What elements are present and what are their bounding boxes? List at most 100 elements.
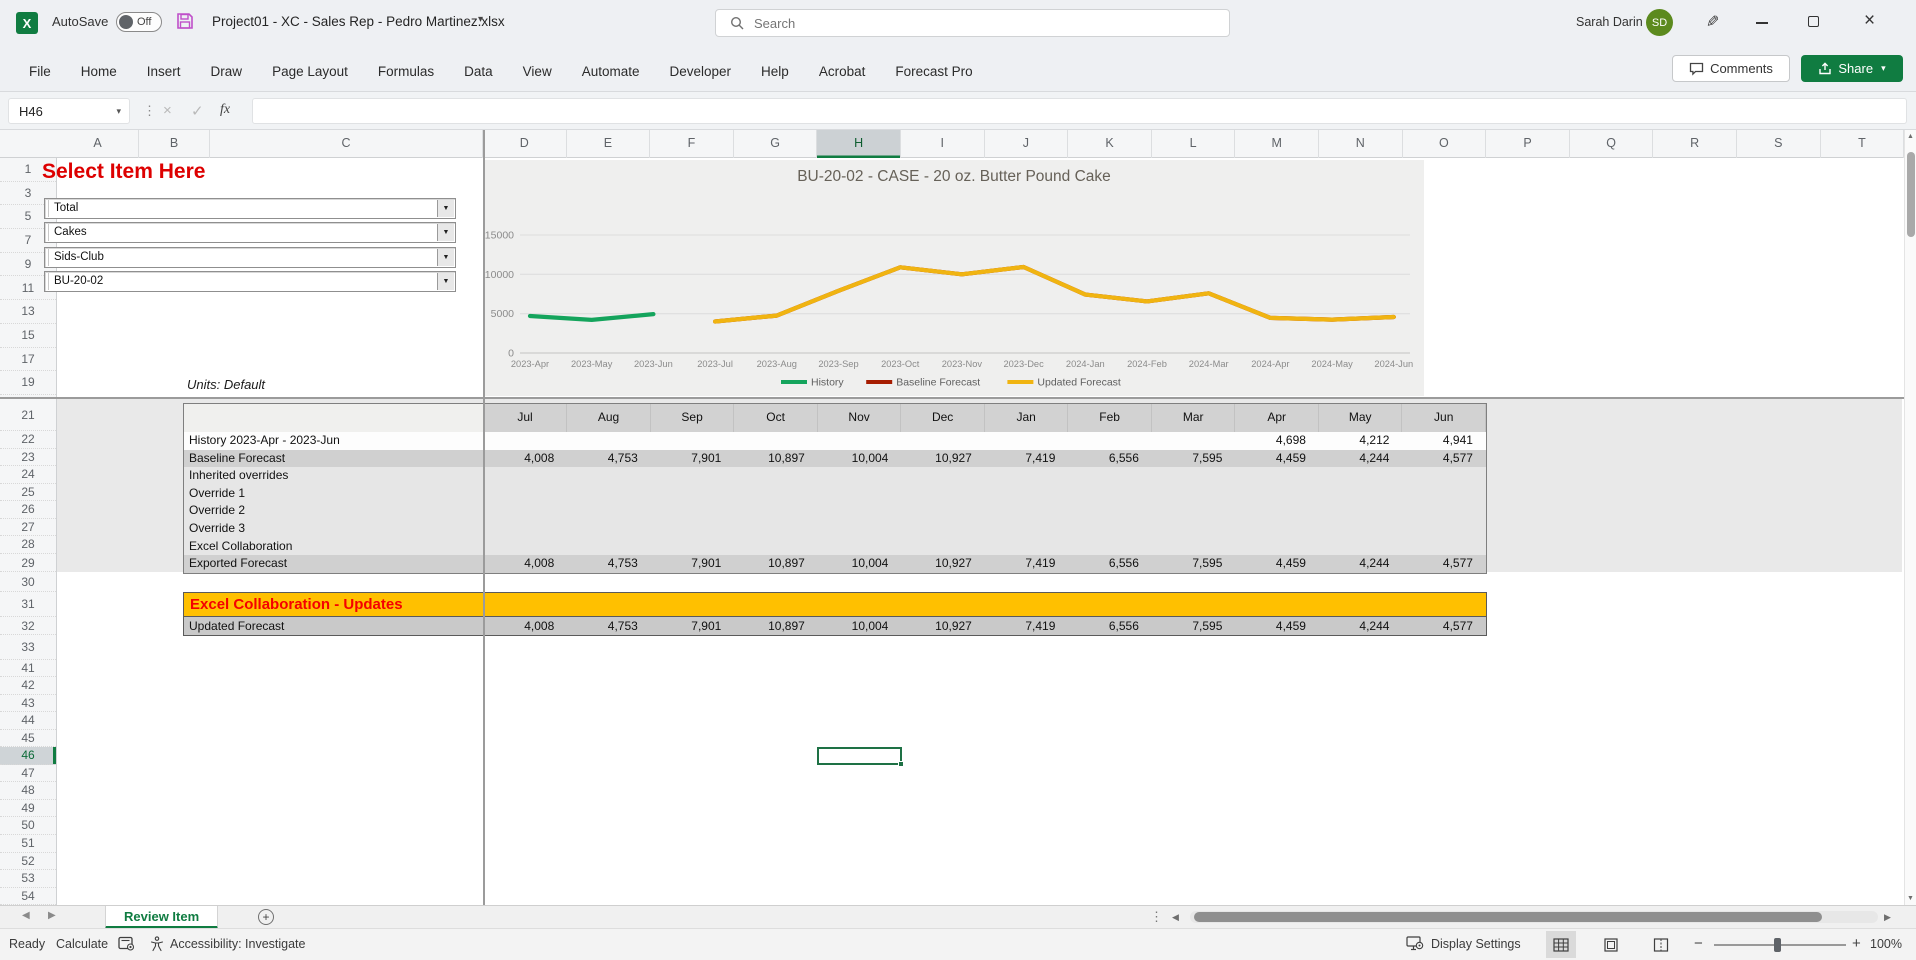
- formula-input[interactable]: [252, 98, 1907, 124]
- month-header-dec[interactable]: Dec: [901, 404, 985, 432]
- row-header-5[interactable]: 5: [0, 205, 56, 230]
- month-header-feb[interactable]: Feb: [1068, 404, 1152, 432]
- ribbon-tab-draw[interactable]: Draw: [210, 64, 243, 79]
- value-cell[interactable]: [1402, 538, 1486, 556]
- ribbon-tab-forecast-pro[interactable]: Forecast Pro: [895, 64, 973, 79]
- column-header-K[interactable]: K: [1068, 130, 1152, 158]
- updated-value-cell[interactable]: 7,419: [1025, 619, 1056, 633]
- column-header-N[interactable]: N: [1319, 130, 1403, 158]
- value-cell[interactable]: 7,901: [691, 450, 722, 465]
- zoom-slider-handle[interactable]: [1774, 938, 1781, 952]
- row-header-46[interactable]: 46: [0, 747, 56, 765]
- value-cell[interactable]: [567, 467, 651, 485]
- calculate-label[interactable]: Calculate: [56, 937, 109, 951]
- value-cell[interactable]: 10,897: [768, 450, 805, 465]
- row-header-3[interactable]: 3: [0, 182, 56, 206]
- month-header-may[interactable]: May: [1318, 404, 1403, 432]
- row-header-23[interactable]: 23: [0, 449, 56, 466]
- ribbon-tab-view[interactable]: View: [522, 64, 552, 79]
- value-cell[interactable]: [1402, 467, 1486, 485]
- updated-value-cell[interactable]: 7,901: [691, 619, 722, 633]
- value-cell[interactable]: 4,577: [1442, 450, 1473, 465]
- value-cell[interactable]: [985, 520, 1069, 538]
- page-layout-view-button[interactable]: [1596, 931, 1626, 958]
- ribbon-tab-acrobat[interactable]: Acrobat: [818, 64, 866, 79]
- value-cell[interactable]: 7,901: [691, 556, 722, 571]
- row-header-41[interactable]: 41: [0, 660, 56, 678]
- accessibility-icon[interactable]: [150, 936, 164, 955]
- updated-value-cell[interactable]: 4,008: [524, 619, 555, 633]
- value-cell[interactable]: [484, 502, 568, 520]
- column-header-Q[interactable]: Q: [1570, 130, 1654, 158]
- row-header-27[interactable]: 27: [0, 519, 56, 536]
- tabbar-dots-icon[interactable]: ⋮: [1150, 909, 1163, 924]
- value-cell[interactable]: [1235, 520, 1319, 538]
- row-header-50[interactable]: 50: [0, 817, 56, 835]
- value-cell[interactable]: [818, 467, 902, 485]
- value-cell[interactable]: [1402, 485, 1486, 503]
- value-cell[interactable]: [1152, 485, 1236, 503]
- name-box[interactable]: H46 ▾: [8, 98, 130, 124]
- updated-value-cell[interactable]: 4,459: [1275, 619, 1306, 633]
- month-header-jul[interactable]: Jul: [483, 404, 568, 432]
- accessibility-status[interactable]: Accessibility: Investigate: [170, 937, 306, 951]
- dropdown-arrow-icon[interactable]: ▼: [437, 224, 454, 242]
- horizontal-scrollbar[interactable]: [1190, 911, 1878, 923]
- value-cell[interactable]: [901, 432, 985, 450]
- value-cell[interactable]: 4,459: [1275, 450, 1306, 465]
- value-cell[interactable]: [1152, 467, 1236, 485]
- value-cell[interactable]: [1402, 520, 1486, 538]
- ribbon-tab-insert[interactable]: Insert: [146, 64, 181, 79]
- dropdown-arrow-icon[interactable]: ▼: [437, 273, 454, 291]
- value-cell[interactable]: 10,927: [935, 450, 972, 465]
- insert-function-icon[interactable]: fx: [220, 102, 231, 117]
- item-dropdown-2[interactable]: Cakes ▼: [44, 222, 456, 244]
- ribbon-tab-formulas[interactable]: Formulas: [377, 64, 435, 79]
- search-bar[interactable]: [715, 9, 1230, 37]
- row-header-30[interactable]: 30: [0, 572, 56, 592]
- value-cell[interactable]: [818, 538, 902, 556]
- updated-value-cell[interactable]: 4,577: [1442, 619, 1473, 633]
- value-cell[interactable]: [1152, 432, 1236, 450]
- value-cell[interactable]: [1235, 538, 1319, 556]
- value-cell[interactable]: 4,941: [1442, 433, 1473, 447]
- value-cell[interactable]: [1319, 467, 1403, 485]
- value-cell[interactable]: 4,008: [524, 556, 555, 571]
- row-header-32[interactable]: 32: [0, 617, 56, 635]
- ribbon-tab-data[interactable]: Data: [464, 64, 493, 79]
- value-cell[interactable]: [1402, 502, 1486, 520]
- hscroll-right-icon[interactable]: ▶: [1884, 912, 1891, 922]
- column-header-R[interactable]: R: [1653, 130, 1737, 158]
- value-cell[interactable]: 10,927: [935, 556, 972, 571]
- enter-icon[interactable]: ✓: [191, 103, 204, 120]
- zoom-out-icon[interactable]: −: [1694, 935, 1703, 952]
- cancel-icon[interactable]: ×: [163, 102, 172, 119]
- updated-value-cell[interactable]: 4,753: [607, 619, 638, 633]
- scroll-up-icon[interactable]: ▲: [1907, 133, 1914, 140]
- ribbon-tab-developer[interactable]: Developer: [669, 64, 732, 79]
- ribbon-tab-help[interactable]: Help: [761, 64, 789, 79]
- save-icon[interactable]: [176, 12, 194, 35]
- value-cell[interactable]: 4,244: [1359, 556, 1390, 571]
- column-header-D[interactable]: D: [483, 130, 567, 158]
- row-header-31[interactable]: 31: [0, 592, 56, 617]
- row-header-9[interactable]: 9: [0, 253, 56, 277]
- avatar[interactable]: SD: [1646, 9, 1673, 36]
- value-cell[interactable]: 10,897: [768, 556, 805, 571]
- column-header-T[interactable]: T: [1821, 130, 1905, 158]
- value-cell[interactable]: [901, 502, 985, 520]
- normal-view-button[interactable]: [1546, 931, 1576, 958]
- ribbon-tab-file[interactable]: File: [29, 64, 51, 79]
- value-cell[interactable]: 6,556: [1108, 450, 1139, 465]
- row-header-13[interactable]: 13: [0, 300, 56, 324]
- month-header-mar[interactable]: Mar: [1151, 404, 1236, 432]
- value-cell[interactable]: [985, 467, 1069, 485]
- month-header-apr[interactable]: Apr: [1235, 404, 1319, 432]
- display-settings-label[interactable]: Display Settings: [1431, 937, 1521, 951]
- month-header-aug[interactable]: Aug: [567, 404, 651, 432]
- column-header-I[interactable]: I: [901, 130, 985, 158]
- ribbon-tab-home[interactable]: Home: [80, 64, 117, 79]
- sheet-nav-right-icon[interactable]: ▶: [48, 910, 56, 921]
- value-cell[interactable]: [484, 520, 568, 538]
- value-cell[interactable]: [1235, 467, 1319, 485]
